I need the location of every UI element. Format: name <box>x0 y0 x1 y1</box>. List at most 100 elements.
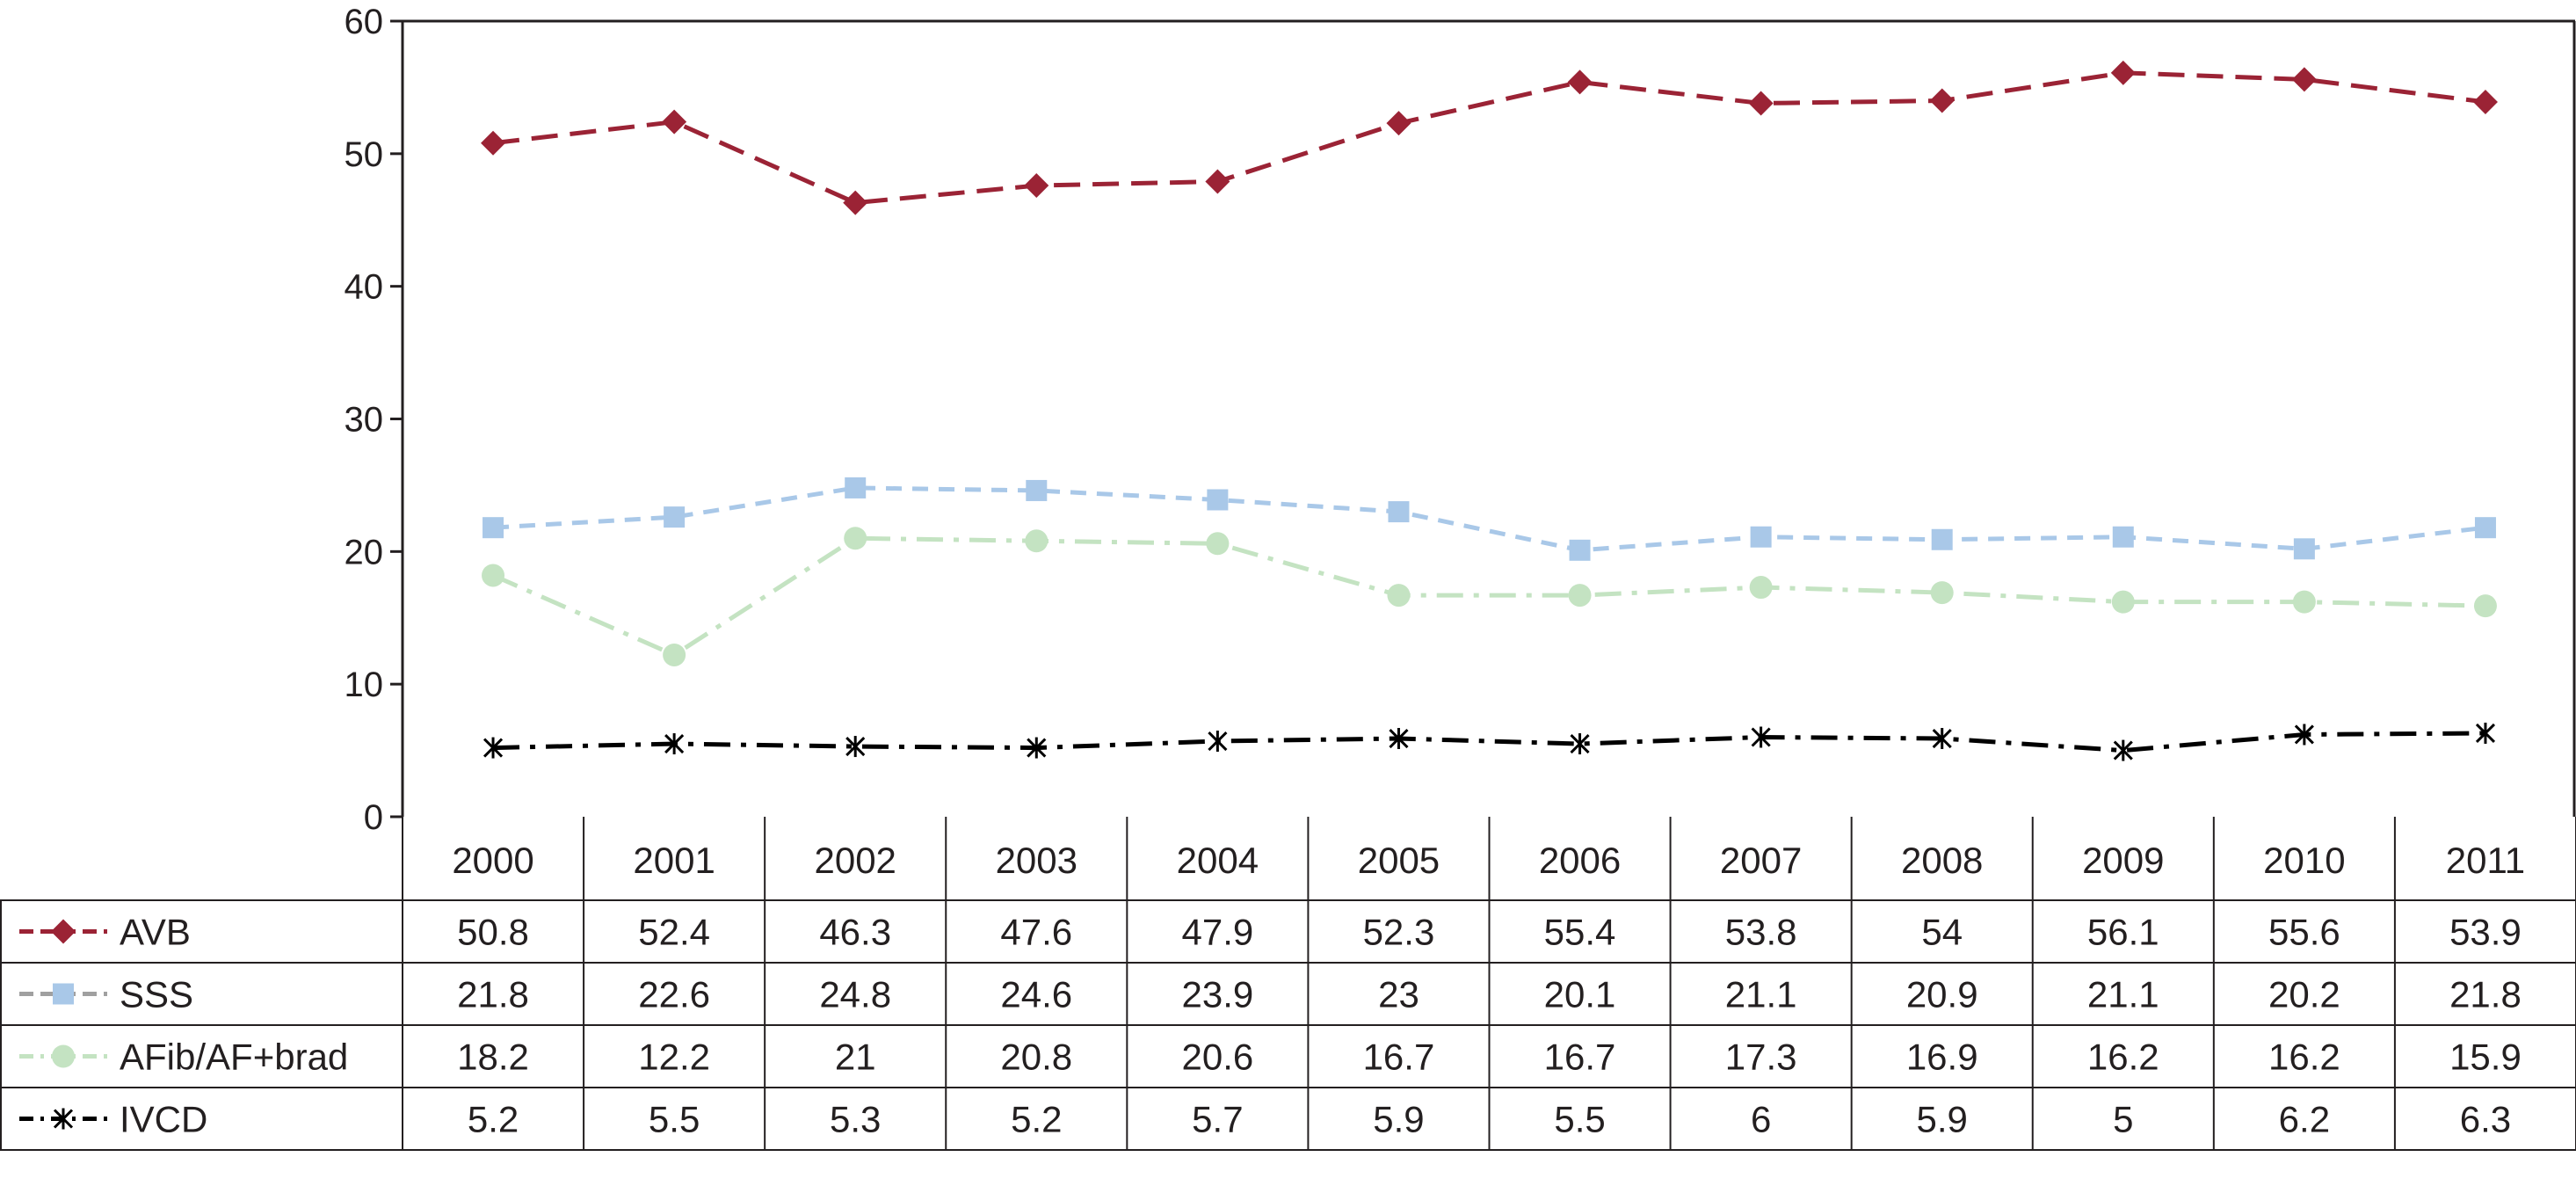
series-line <box>492 535 2486 658</box>
data-point-square <box>845 477 867 498</box>
data-point-asterisk <box>1570 733 1590 755</box>
data-point-square <box>1207 489 1229 511</box>
series-line <box>492 485 2486 553</box>
data-cell-value: 23.9 <box>1182 974 1254 1015</box>
data-point-square <box>1026 479 1048 501</box>
data-cell-value: 5.2 <box>1011 1099 1062 1140</box>
series-afib-af-brad <box>482 527 2497 666</box>
data-point-diamond <box>1386 111 1411 136</box>
data-point-diamond <box>481 130 506 156</box>
data-cell-value: 53.9 <box>2449 912 2522 953</box>
legend-label: IVCD <box>120 1099 207 1140</box>
data-point-asterisk <box>1751 726 1771 748</box>
data-cell-value: 24.6 <box>1000 974 1072 1015</box>
data-cell-value: 52.4 <box>638 912 710 953</box>
data-point-diamond <box>1748 91 1774 116</box>
legend-key-ivcd <box>19 1108 107 1130</box>
series-line <box>492 731 2485 753</box>
data-point-diamond <box>51 919 76 944</box>
data-cell-value: 17.3 <box>1725 1037 1797 1078</box>
x-category-label: 2004 <box>1177 840 1259 881</box>
x-category-label: 2009 <box>2082 840 2164 881</box>
data-cell-value: 21.8 <box>2449 974 2522 1015</box>
data-point-circle <box>2473 594 2497 618</box>
x-category-label: 2001 <box>633 840 715 881</box>
series-layer <box>481 60 2498 761</box>
data-cell-value: 22.6 <box>638 974 710 1015</box>
data-point-asterisk <box>2113 739 2133 761</box>
data-cell-value: 5.3 <box>830 1099 881 1140</box>
x-category-label: 2007 <box>1720 840 1802 881</box>
data-cell-value: 15.9 <box>2449 1037 2522 1078</box>
y-tick-label: 0 <box>364 798 383 837</box>
data-point-asterisk <box>1208 731 1228 753</box>
data-cell-value: 21 <box>835 1037 876 1078</box>
data-cell-value: 21.8 <box>457 974 529 1015</box>
x-category-label: 2005 <box>1358 840 1440 881</box>
data-cell-value: 46.3 <box>819 912 891 953</box>
data-point-circle <box>844 527 867 550</box>
data-point-diamond <box>843 190 868 215</box>
data-cell-value: 20.8 <box>1000 1037 1072 1078</box>
data-cell-value: 23 <box>1378 974 1419 1015</box>
data-cell-value: 53.8 <box>1725 912 1797 953</box>
data-cell-value: 5.2 <box>468 1099 519 1140</box>
series-sss <box>483 477 2496 561</box>
data-cell-value: 5.9 <box>1373 1099 1424 1140</box>
data-cell-value: 16.2 <box>2087 1037 2159 1078</box>
data-cell-value: 6.3 <box>2460 1099 2511 1140</box>
legend-label: SSS <box>120 974 193 1015</box>
data-cell-value: 24.8 <box>819 974 891 1015</box>
data-cell-value: 47.6 <box>1000 912 1072 953</box>
data-point-circle <box>1206 532 1230 556</box>
legend-key-avb <box>19 919 107 944</box>
data-cell-value: 20.2 <box>2268 974 2340 1015</box>
x-category-label: 2010 <box>2263 840 2345 881</box>
data-point-asterisk <box>483 737 504 759</box>
data-point-diamond <box>1205 169 1230 194</box>
data-cell-value: 55.4 <box>1544 912 1616 953</box>
data-cell-value: 55.6 <box>2268 912 2340 953</box>
legend-key-afib-af-brad <box>19 1044 107 1068</box>
data-cell-value: 47.9 <box>1182 912 1254 953</box>
data-cell-value: 16.7 <box>1544 1037 1616 1078</box>
data-point-square <box>2474 517 2496 539</box>
data-cell-value: 54 <box>1921 912 1963 953</box>
data-cell-value: 5.5 <box>1554 1099 1605 1140</box>
legend-key-sss <box>19 983 107 1005</box>
axes: 0 10 20 30 40 50 60 <box>345 3 2576 837</box>
data-point-square <box>483 517 504 539</box>
data-cell-value: 16.7 <box>1363 1037 1435 1078</box>
x-category-label: 2011 <box>2446 840 2525 881</box>
data-cell-value: 6 <box>1751 1099 1771 1140</box>
data-point-circle <box>2111 590 2135 614</box>
legend-label: AVB <box>120 912 191 953</box>
data-point-diamond <box>2110 60 2136 85</box>
series-line <box>492 70 2486 206</box>
data-point-square <box>1750 526 1772 548</box>
y-tick-label: 10 <box>345 666 384 704</box>
series-ivcd <box>483 722 2496 761</box>
x-category-label: 2006 <box>1539 840 1621 881</box>
data-cell-value: 52.3 <box>1363 912 1435 953</box>
data-cell-value: 16.9 <box>1906 1037 1978 1078</box>
data-cell-value: 20.9 <box>1906 974 1978 1015</box>
data-point-square <box>664 506 686 528</box>
data-point-circle <box>482 564 505 587</box>
data-cell-value: 20.6 <box>1182 1037 1254 1078</box>
data-cell-value: 5.5 <box>649 1099 700 1140</box>
x-category-label: 2000 <box>452 840 533 881</box>
y-tick-label: 60 <box>345 3 384 41</box>
data-point-asterisk <box>1027 737 1047 759</box>
data-cell-value: 21.1 <box>1725 974 1797 1015</box>
data-point-circle <box>52 1044 75 1068</box>
y-tick-label: 20 <box>345 533 384 571</box>
data-point-square <box>2112 526 2134 548</box>
data-point-circle <box>2292 590 2316 614</box>
data-cell-value: 12.2 <box>638 1037 710 1078</box>
data-cell-value: 5.9 <box>1917 1099 1968 1140</box>
data-point-diamond <box>2291 67 2317 92</box>
data-point-diamond <box>2472 90 2498 115</box>
data-cell-value: 50.8 <box>457 912 529 953</box>
data-cell-value: 18.2 <box>457 1037 529 1078</box>
